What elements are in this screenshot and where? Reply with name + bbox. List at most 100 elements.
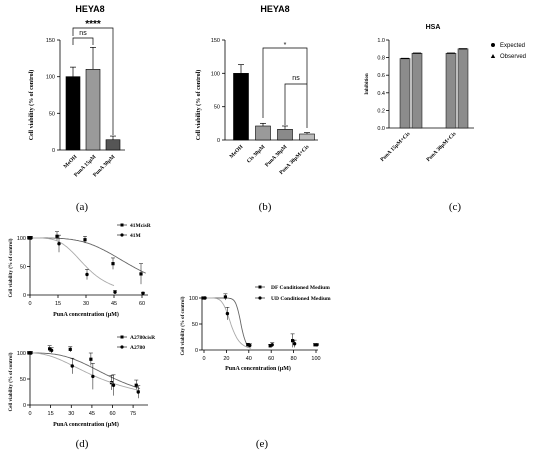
legend-41m-marker [120,233,124,237]
panel-c-ytick-04: 0.4 [377,91,385,97]
point-DF Conditioned Medium-0 [201,296,205,300]
panel-a-ytick-100: 100 [46,75,55,81]
panel-d-bottom-xtick-75: 75 [130,411,136,417]
legend-expected-label: Expected [500,43,525,49]
legend-ud-label: UD Conditioned Medium [271,296,331,302]
panel-b-bars [233,64,315,141]
point-UD Conditioned Medium-3 [270,343,274,347]
curve-0 [204,297,252,349]
panel-c-bars [399,48,469,129]
point-41McisR-2 [83,238,87,242]
panel-a-ytick-0: 0 [52,148,55,154]
panel-d-bottom-xtick-30: 30 [68,411,74,417]
panel-a-ytick-50: 50 [49,111,55,117]
panel-b-ytick-100: 100 [211,71,220,77]
panel-a-bars [65,46,121,151]
panel-b-bracket-star [262,47,308,128]
panel-d-bottom-ytick-100: 100 [17,351,26,357]
panel-b-ylabel: Cell viability (% of control) [195,70,202,141]
panel-e-xtick-80: 80 [291,356,297,362]
panel-b-bracket-ns [284,83,307,125]
panel-d-top-xaxis: 0 15 30 45 60 [28,294,148,307]
panel-d-top-xtick-15: 15 [55,301,61,307]
panel-d-bottom-ytick-0: 0 [23,403,26,409]
panel-e-xtick-20: 20 [223,356,229,362]
point-DF Conditioned Medium-1 [223,295,227,299]
point-41McisR-1 [55,234,59,238]
point-41M-4 [141,291,145,295]
point-A2780cisR-0 [27,351,31,355]
panel-c-ytick-08: 0.8 [377,56,385,62]
bar-0 [233,73,249,141]
panel-d-bottom-plot [27,345,141,399]
panel-a-title: HEYA8 [75,4,104,14]
panel-e-xtick-0: 0 [202,356,205,362]
point-A2780-0 [29,351,33,355]
point-DF Conditioned Medium-5 [313,343,317,347]
panel-d-bottom-yaxis: 0 50 100 [17,351,31,409]
legend-a2780cisr-label: A2780cisR [130,335,156,341]
panel-e-yaxis: 0 50 100 [189,296,203,354]
panel-c-ytick-02: 0.2 [377,108,385,114]
point-A2780-5 [136,390,140,394]
bar-3 [299,133,315,141]
panel-d-bottom-xaxis: 0 15 30 45 60 75 [28,404,148,417]
point-UD Conditioned Medium-1 [225,311,230,316]
point-A2780cisR-1 [48,347,52,351]
legend-observed-marker [490,54,496,58]
panel-c-xtick-puna30cis: PunA 30μM+Cis [426,131,458,163]
panel-a: HEYA8 Cell viability (% of control) 0 50… [28,4,125,213]
legend-df-label: DF Conditioned Medium [271,285,330,291]
bar-expected-0 [399,58,411,129]
panel-e: Cell viability (% of control) 0 50 100 0… [181,285,331,450]
panel-d-top-xtick-45: 45 [111,301,117,307]
panel-b-ytick-50: 50 [214,105,220,111]
panel-d-bottom-ytick-50: 50 [20,377,26,383]
panel-a-significance: ns **** [72,19,114,135]
point-A2780-1 [49,348,54,353]
panel-b-sig-star: * [284,42,287,49]
panel-e-ytick-0: 0 [195,348,198,354]
panel-c-yaxis: 0.0 0.2 0.4 0.6 0.8 1.0 [377,38,390,132]
bar-observed-1 [457,48,469,129]
point-A2780-2 [70,364,74,368]
panel-a-label: (a) [76,201,89,213]
point-A2780cisR-5 [134,383,138,387]
panel-a-xtick-meoh: MeOH [63,154,79,170]
panel-d-top-xtick-30: 30 [83,301,89,307]
panel-a-ylabel: Cell viability (% of control) [28,70,35,141]
point-41M-0 [29,236,33,240]
point-UD Conditioned Medium-5 [315,343,319,347]
panel-d-bottom-legend: A2780cisR A2780 [117,335,156,351]
point-41M-3 [113,290,117,294]
panel-b-yaxis: 0 50 100 150 [211,38,226,144]
panel-a-sig-stars: **** [85,19,101,30]
panel-e-label: (e) [256,438,269,450]
panel-d-bottom-xtick-0: 0 [28,411,31,417]
bar-observed-0 [411,52,423,129]
point-A2780cisR-3 [89,357,93,361]
panel-d-top-xtick-0: 0 [28,301,31,307]
panel-b: HEYA8 Cell viability (% of control) 0 50… [195,4,318,213]
point-41M-2 [85,272,89,277]
point-UD Conditioned Medium-4 [292,342,297,346]
legend-df-marker [258,285,262,289]
panel-e-plot [201,293,319,349]
bar-2 [105,139,121,151]
panel-a-sig-ns: ns [79,30,87,37]
panel-e-ylabel: Cell viability (% of control) [181,296,186,355]
legend-observed-label: Observed [500,54,526,60]
panel-b-ytick-0: 0 [217,138,220,144]
point-A2780-4 [111,383,116,387]
point-UD Conditioned Medium-0 [203,296,207,300]
panel-d-top-ylabel: Cell viability (% of control) [9,238,14,297]
panel-d-bottom: Cell viability (% of control) 0 50 100 0… [9,335,156,450]
point-A2780-3 [91,374,95,379]
panel-c-ytick-06: 0.6 [377,73,385,79]
panel-c: HSA Inhibition 0.0 0.2 0.4 0.6 0.8 1.0 P… [365,24,526,213]
point-UD Conditioned Medium-2 [248,343,252,348]
point-41McisR-3 [111,262,115,266]
panel-d-top-legend: 41McisR 41M [117,223,152,239]
panel-c-label: (c) [449,201,462,213]
